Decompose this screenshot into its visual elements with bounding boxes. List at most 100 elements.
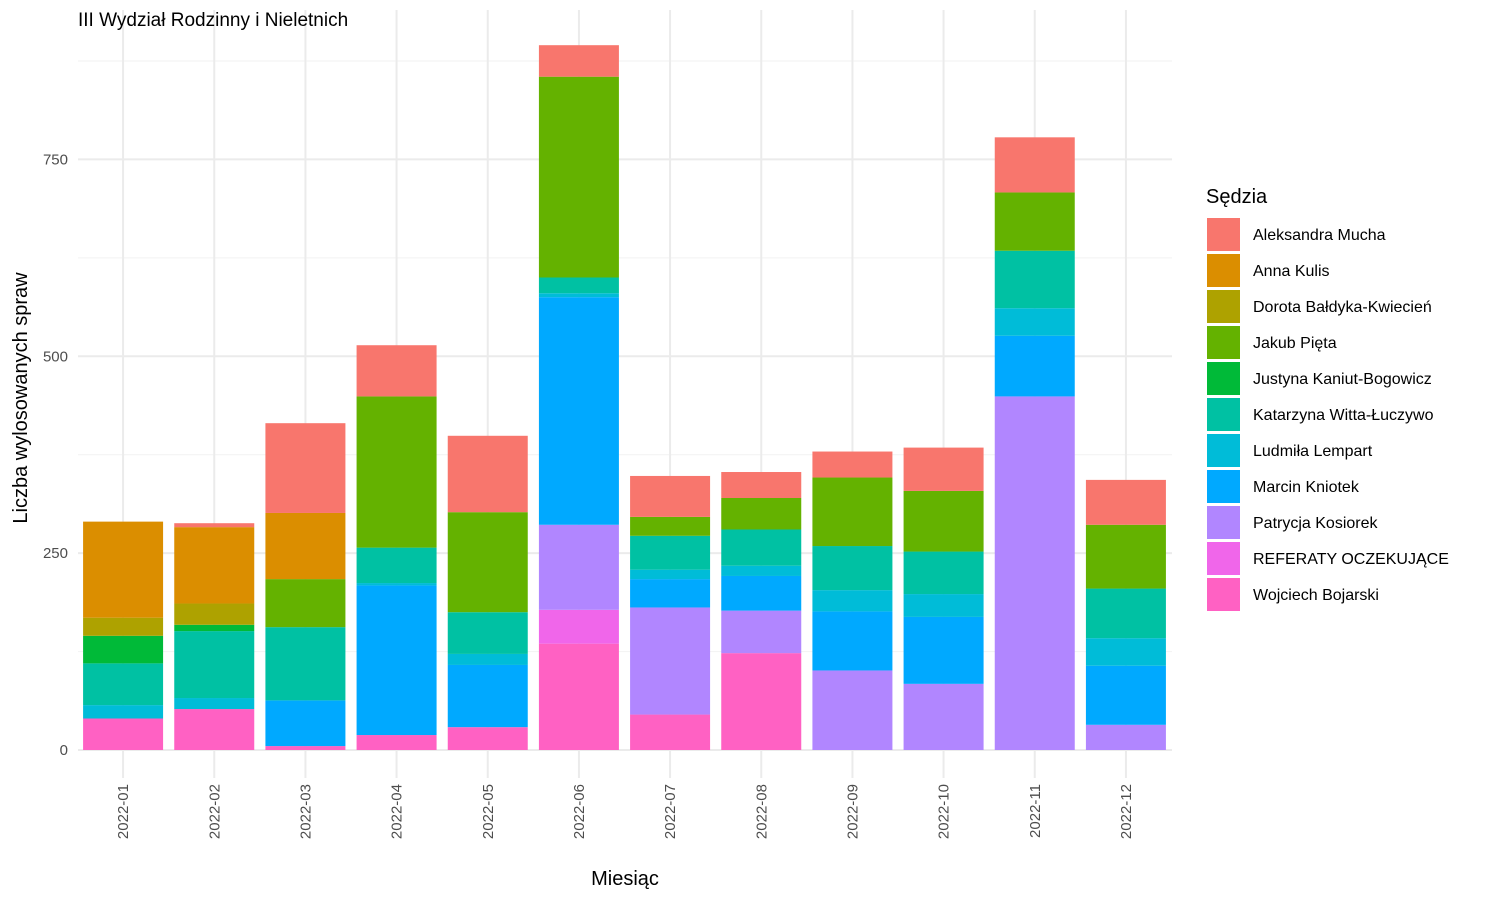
bar-segment — [356, 396, 437, 548]
y-axis-title: Liczba wylosowanych spraw — [10, 272, 32, 524]
bar-segment — [174, 624, 255, 632]
bar-segment — [538, 293, 619, 298]
bar-segment — [903, 551, 984, 595]
bar-segment — [994, 335, 1075, 397]
bar-segment — [265, 700, 346, 747]
bar-segment — [447, 435, 528, 513]
bar-segment — [447, 653, 528, 665]
legend-swatch — [1207, 362, 1240, 395]
legend-swatch — [1207, 578, 1240, 611]
bar-segment — [356, 585, 437, 736]
bar-segment — [630, 535, 711, 570]
bar-segment — [265, 423, 346, 513]
x-axis-title: Miesiąc — [591, 868, 659, 890]
legend-label: Marcin Kniotek — [1253, 479, 1360, 496]
bar-segment — [447, 612, 528, 654]
bar-segment — [812, 546, 893, 591]
x-tick-label: 2022-08 — [753, 784, 770, 839]
y-tick-label: 0 — [60, 742, 68, 759]
bar-segment — [83, 635, 164, 664]
legend-label: Wojciech Bojarski — [1253, 587, 1379, 604]
x-tick-label: 2022-01 — [115, 784, 132, 839]
bar-segment — [356, 735, 437, 750]
bar-segment — [630, 475, 711, 517]
legend-swatch — [1207, 470, 1240, 503]
bar-segment — [265, 579, 346, 628]
bar-segment — [1085, 638, 1166, 666]
bar-segment — [994, 250, 1075, 309]
bar-segment — [174, 709, 255, 750]
bar-segment — [265, 746, 346, 750]
x-tick-label: 2022-09 — [844, 784, 861, 839]
legend-label: Jakub Pięta — [1253, 335, 1337, 352]
legend-title: Sędzia — [1206, 186, 1268, 208]
bar-segment — [903, 594, 984, 617]
bar-segment — [630, 516, 711, 536]
bar-segment — [721, 653, 802, 750]
x-tick-label: 2022-11 — [1027, 784, 1044, 838]
bar-segment — [447, 512, 528, 613]
bar-segment — [1085, 479, 1166, 525]
bar-segment — [721, 575, 802, 611]
bar-segment — [812, 670, 893, 750]
bar-segment — [538, 643, 619, 750]
bar-segment — [812, 451, 893, 478]
bar-segment — [994, 137, 1075, 193]
axis-layer: 0 250 500 750 2022-01 2022-02 2022-03 2022-04 20… — [43, 151, 1135, 839]
bar-segment — [994, 308, 1075, 336]
x-tick-label: 2022-03 — [297, 784, 314, 839]
bar-segment — [994, 396, 1075, 750]
bar-segment — [630, 579, 711, 608]
legend-swatch — [1207, 254, 1240, 287]
legend-swatch — [1207, 506, 1240, 539]
x-tick-label: 2022-02 — [206, 784, 223, 839]
y-tick-label: 750 — [43, 151, 68, 168]
bar-segment — [630, 607, 711, 715]
legend-label: REFERATY OCZEKUJĄCE — [1253, 551, 1449, 568]
chart-title: III Wydział Rodzinny i Nieletnich — [78, 10, 348, 31]
x-tick-label: 2022-07 — [662, 784, 679, 839]
bar-segment — [538, 609, 619, 644]
bar-segment — [903, 616, 984, 684]
bar-segment — [356, 583, 437, 586]
bar-segment — [538, 76, 619, 278]
bar-segment — [721, 565, 802, 576]
x-tick-label: 2022-12 — [1118, 784, 1135, 839]
legend-label: Anna Kulis — [1253, 263, 1330, 280]
bar-segment — [83, 705, 164, 719]
bar-segment — [174, 523, 255, 528]
bar-segment — [174, 603, 255, 625]
bar-segment — [538, 277, 619, 294]
bar-segment — [265, 627, 346, 701]
y-tick-label: 250 — [43, 545, 68, 562]
bar-segment — [721, 472, 802, 498]
bar-segment — [356, 547, 437, 584]
legend-swatch — [1207, 290, 1240, 323]
bar-segment — [174, 527, 255, 604]
bar-segment — [994, 192, 1075, 251]
bar-segment — [1085, 724, 1166, 750]
bar-segment — [812, 611, 893, 671]
bar-segment — [538, 297, 619, 525]
bar-segment — [903, 447, 984, 491]
bar-segment — [721, 610, 802, 654]
x-tick-label: 2022-10 — [936, 784, 953, 839]
x-tick-label: 2022-04 — [389, 784, 406, 839]
bar-segment — [447, 664, 528, 728]
legend-swatch — [1207, 218, 1240, 251]
bar-segment — [265, 512, 346, 580]
bar-segment — [1085, 665, 1166, 725]
x-tick-label: 2022-06 — [571, 784, 588, 839]
bar-segment — [356, 345, 437, 397]
bar-segment — [630, 714, 711, 750]
y-tick-label: 500 — [43, 348, 68, 365]
bar-segment — [1085, 524, 1166, 589]
bar-segment — [903, 490, 984, 552]
bar-segment — [447, 727, 528, 750]
x-tick-label: 2022-05 — [480, 784, 497, 839]
legend-label: Justyna Kaniut-Bogowicz — [1253, 371, 1432, 388]
bars-layer — [83, 45, 1166, 750]
bar-segment — [721, 529, 802, 566]
